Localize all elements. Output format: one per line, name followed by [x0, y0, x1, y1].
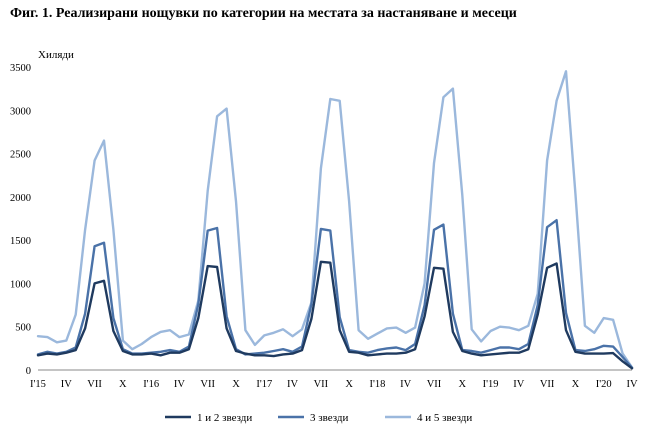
legend: 1 и 2 звезди 3 звезди 4 и 5 звезди — [165, 412, 472, 424]
y-tick-label: 1500 — [10, 236, 31, 247]
x-tick-label: I'20 — [596, 379, 612, 390]
x-tick-label: IV — [513, 379, 524, 390]
x-tick-label: X — [458, 379, 466, 390]
series-lines — [36, 70, 634, 370]
x-tick-label: I'16 — [143, 379, 159, 390]
y-tick-label: 3500 — [10, 63, 31, 74]
y-tick-label: 500 — [15, 323, 31, 334]
x-tick-label: X — [119, 379, 127, 390]
y-tick-label: 0 — [26, 366, 31, 377]
x-tick-label: I'19 — [483, 379, 499, 390]
x-tick-label: VII — [314, 379, 329, 390]
x-tick-label: I'18 — [369, 379, 385, 390]
y-tick-label: 2000 — [10, 193, 31, 204]
x-tick-label: VII — [200, 379, 215, 390]
x-tick-label: I'15 — [30, 379, 46, 390]
x-tick-label: VII — [87, 379, 102, 390]
y-tick-label: 1000 — [10, 279, 31, 290]
x-tick-label: IV — [626, 379, 637, 390]
x-tick-label: IV — [400, 379, 411, 390]
legend-label: 1 и 2 звезди — [197, 412, 252, 424]
x-tick-label: X — [345, 379, 353, 390]
x-tick-label: I'17 — [256, 379, 272, 390]
x-tick-label: VII — [427, 379, 442, 390]
series-line — [36, 70, 634, 369]
series-line — [36, 260, 634, 370]
chart-title: Фиг. 1. Реализирани нощувки по категории… — [10, 6, 517, 21]
y-tick-label: 3000 — [10, 106, 31, 117]
x-tick-label: X — [572, 379, 580, 390]
y-axis-ticks: 0 500 1000 1500 2000 2500 3000 3500 — [10, 63, 31, 377]
y-tick-label: 2500 — [10, 150, 31, 161]
x-tick-label: IV — [61, 379, 72, 390]
y-axis-unit-label: Хиляди — [38, 49, 74, 61]
x-tick-label: X — [232, 379, 240, 390]
x-tick-label: VII — [540, 379, 555, 390]
x-tick-label: IV — [287, 379, 298, 390]
x-tick-label: IV — [174, 379, 185, 390]
legend-label: 4 и 5 звезди — [417, 412, 472, 424]
x-axis-ticks: I'15 IV VII X I'16 IV VII X I'17 IV VII X I'18 IV VII X… — [30, 379, 638, 390]
legend-label: 3 звезди — [310, 412, 348, 424]
